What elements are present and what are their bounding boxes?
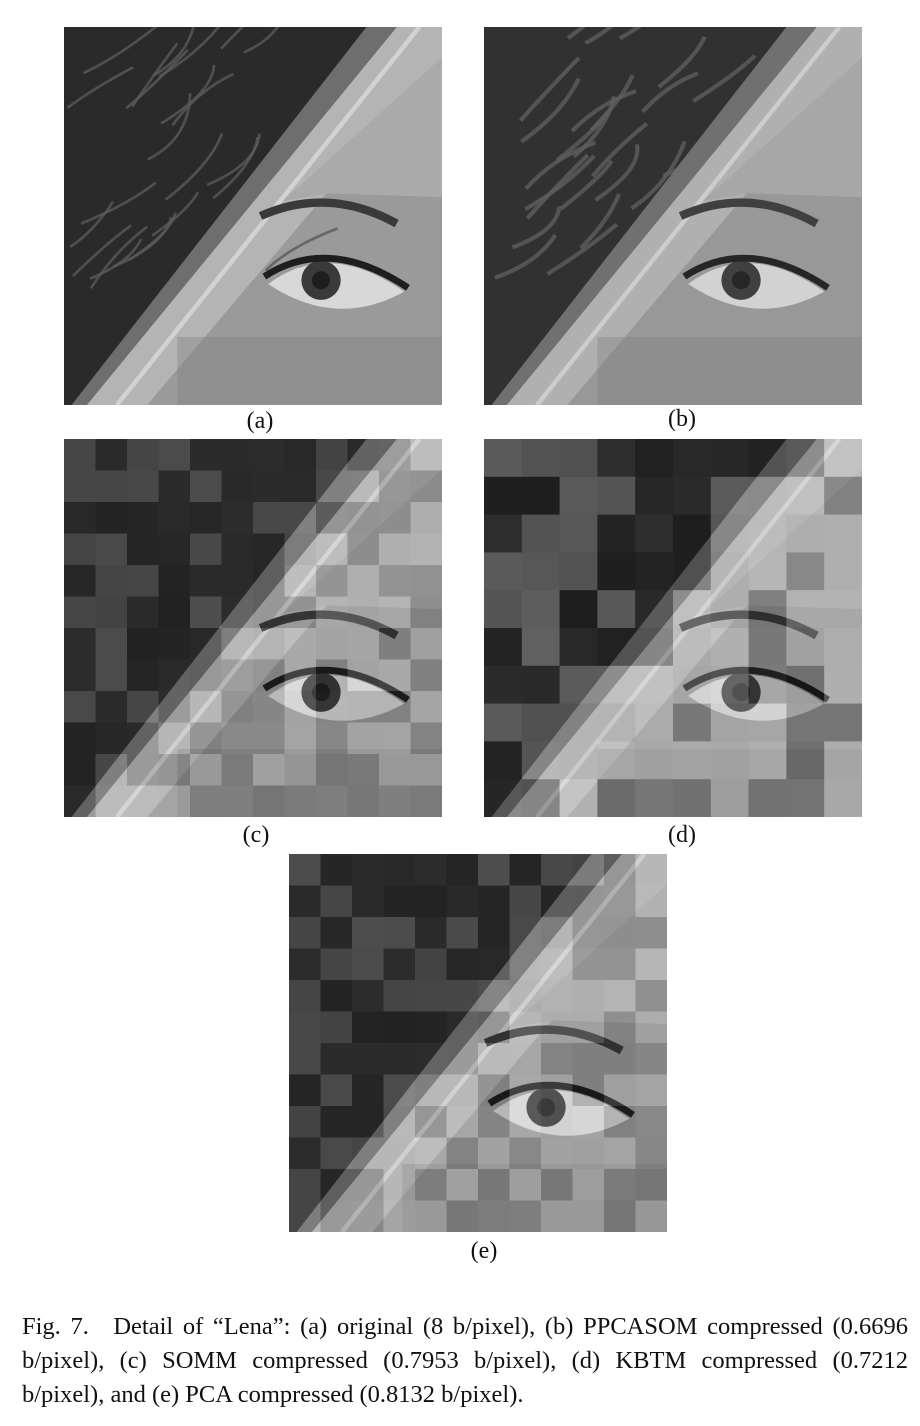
- lena-detail-somm: [64, 439, 442, 817]
- panel-label-b: (b): [668, 406, 696, 432]
- image-panel-a: [64, 27, 442, 405]
- panel-label-c: (c): [242, 822, 270, 848]
- image-panel-c: [64, 439, 442, 817]
- image-panel-d: [484, 439, 862, 817]
- panel-label-d: (d): [668, 822, 696, 848]
- lena-detail-ppcasom: [484, 27, 862, 405]
- panel-label-e: (e): [470, 1238, 498, 1264]
- image-panel-b: [484, 27, 862, 405]
- figure-caption: Fig. 7. Detail of “Lena”: (a) original (…: [22, 1313, 908, 1408]
- lena-detail-pca: [289, 854, 667, 1232]
- lena-detail-original: [64, 27, 442, 405]
- lena-detail-kbtm: [484, 439, 862, 817]
- image-panel-e: [289, 854, 667, 1232]
- panel-label-a: (a): [246, 408, 274, 434]
